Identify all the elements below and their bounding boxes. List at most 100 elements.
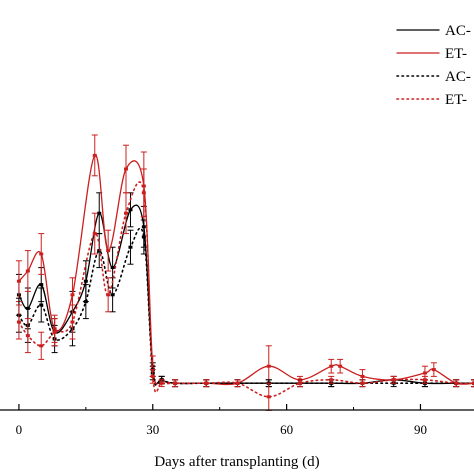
data-marker [92, 153, 97, 157]
data-point-3-5 [91, 212, 98, 255]
data-point-3-8 [140, 168, 147, 218]
data-marker [472, 381, 474, 385]
data-marker [360, 381, 365, 385]
legend-label-1: ET- [445, 46, 467, 62]
data-point-3-3 [51, 318, 58, 347]
axes: 0 30 60 90 [0, 404, 474, 437]
legend: AC- ET- AC- ET- [396, 23, 471, 108]
data-marker [25, 334, 30, 338]
data-marker [110, 266, 115, 270]
data-marker [97, 211, 102, 215]
data-point-3-0 [15, 304, 22, 340]
data-point-3-13 [234, 379, 241, 388]
data-marker [110, 293, 115, 297]
series-line-2 [18, 227, 474, 386]
data-point-3-1 [24, 318, 31, 354]
legend-label-0: AC- [445, 23, 471, 39]
data-marker [83, 279, 88, 283]
data-point-3-20 [453, 379, 460, 388]
data-marker [266, 364, 271, 368]
data-point-3-21 [471, 379, 474, 388]
data-point-3-16 [328, 375, 335, 384]
series-line-1 [18, 154, 474, 386]
data-point-1-7 [123, 144, 129, 194]
data-point-3-6 [105, 277, 112, 313]
legend-item-3: ET- [396, 92, 467, 108]
data-marker [39, 303, 44, 307]
data-marker [141, 191, 146, 195]
data-marker [70, 320, 75, 324]
data-marker [329, 364, 334, 368]
data-point-3-7 [123, 192, 129, 235]
data-marker [124, 167, 128, 171]
data-point-3-10 [158, 379, 165, 388]
data-marker [106, 293, 111, 297]
x-tick-label-2: 60 [280, 422, 293, 437]
data-marker [141, 235, 146, 239]
data-point-3-9 [149, 369, 156, 384]
data-point-1-0 [15, 260, 22, 303]
legend-label-3: ET- [445, 92, 467, 108]
data-point-1-6 [105, 229, 112, 272]
data-marker [173, 381, 178, 385]
data-marker [431, 368, 436, 372]
data-point-1-16 [328, 358, 335, 374]
data-point-3-17 [359, 379, 366, 388]
data-marker [159, 381, 164, 385]
x-tick-label-3: 90 [414, 422, 427, 437]
data-point-1-5 [91, 134, 98, 177]
legend-item-2: AC- [396, 69, 471, 85]
data-marker [266, 395, 271, 399]
x-tick-label-0: 0 [16, 422, 23, 437]
x-tick-label-1: 30 [146, 422, 159, 437]
data-marker [454, 381, 459, 385]
data-point-3-19 [421, 375, 428, 384]
data-point-2-6 [96, 233, 103, 269]
data-marker [52, 330, 57, 334]
data-marker [97, 249, 102, 253]
data-point-3-4 [69, 304, 76, 340]
data-marker [298, 381, 302, 385]
data-marker [39, 283, 44, 287]
data-point-3-18 [390, 375, 397, 384]
data-marker [92, 232, 97, 236]
data-marker [204, 381, 209, 385]
data-marker [70, 293, 75, 297]
data-point-3-15 [297, 379, 303, 388]
data-point-3-12 [203, 379, 210, 388]
data-marker [360, 374, 365, 378]
data-marker [39, 344, 44, 348]
data-marker [83, 300, 88, 304]
data-marker [25, 269, 30, 273]
data-marker [422, 378, 427, 382]
legend-label-2: AC- [445, 69, 471, 85]
data-point-1-21 [430, 362, 437, 377]
data-marker [422, 371, 427, 375]
series-line-3 [18, 181, 474, 398]
data-marker [106, 249, 111, 253]
data-marker [150, 374, 155, 378]
data-point-1-17 [337, 358, 344, 374]
data-marker [128, 208, 133, 212]
data-marker [128, 245, 133, 249]
data-point-1-1 [24, 250, 31, 292]
data-point-3-11 [172, 379, 179, 388]
data-point-3-2 [38, 331, 45, 360]
data-point-2-2 [38, 287, 45, 323]
data-marker [124, 211, 128, 215]
data-marker [338, 364, 343, 368]
data-marker [391, 378, 396, 382]
data-point-1-2 [38, 233, 45, 275]
legend-item-0: AC- [396, 23, 471, 39]
data-point-2-5 [82, 284, 89, 320]
plot-area [15, 134, 474, 411]
x-axis-title: Days after transplanting (d) [154, 454, 319, 470]
data-marker [16, 320, 21, 324]
data-marker [329, 378, 334, 382]
data-point-2-8 [127, 229, 134, 265]
data-marker [16, 279, 21, 283]
legend-item-1: ET- [396, 46, 467, 62]
data-marker [235, 381, 240, 385]
data-marker [39, 252, 44, 256]
